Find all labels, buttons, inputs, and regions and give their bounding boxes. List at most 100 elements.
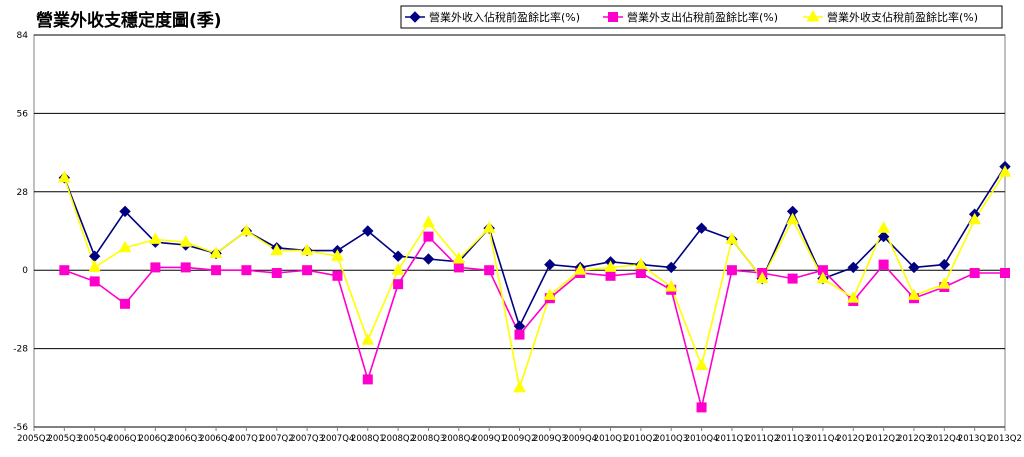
data-point-series-3 [240, 223, 253, 236]
data-point-series-3 [88, 260, 102, 272]
y-tick-label: 84 [17, 31, 29, 41]
data-point-series-3 [786, 212, 799, 225]
data-point-series-2 [362, 374, 373, 385]
data-point-series-3 [573, 263, 587, 275]
data-point-series-1 [665, 261, 677, 274]
data-point-series-1 [422, 253, 435, 265]
x-tick-label: 2010Q3 [654, 434, 688, 444]
data-point-series-3 [664, 279, 678, 292]
legend-marker [806, 9, 820, 22]
data-point-series-2 [302, 265, 313, 276]
data-point-series-3 [422, 215, 435, 228]
y-tick-label: 56 [17, 109, 29, 119]
x-tick-label: 2013Q2 [988, 434, 1022, 444]
data-point-series-3 [361, 333, 375, 345]
data-point-series-3 [907, 288, 921, 300]
x-tick-label: 2006Q2 [139, 434, 173, 444]
data-point-series-2 [787, 273, 798, 284]
data-point-series-2 [484, 265, 495, 276]
series-line-3 [63, 171, 1006, 389]
data-point-series-2 [453, 262, 464, 273]
x-tick-label: 2007Q4 [321, 434, 355, 444]
data-point-series-1 [119, 205, 131, 218]
data-point-series-3 [270, 243, 284, 256]
data-point-series-3 [482, 221, 496, 233]
data-point-series-3 [513, 380, 526, 393]
data-point-series-3 [998, 165, 1012, 177]
x-tick-label: 2008Q3 [412, 434, 446, 444]
chart-title: 營業外收支穩定度圖(季) [36, 11, 222, 31]
x-tick-label: 2012Q4 [927, 434, 961, 444]
legend-label: 營業外收支佔稅前盈餘比率(%) [827, 10, 978, 24]
data-point-series-3 [725, 232, 739, 244]
data-point-series-1 [392, 250, 404, 262]
x-tick-label: 2008Q4 [442, 434, 476, 444]
x-tick-label: 2010Q2 [624, 434, 658, 444]
x-tick-label: 2009Q1 [472, 434, 506, 444]
x-tick-label: 2012Q1 [836, 434, 870, 444]
data-point-series-3 [118, 240, 132, 253]
data-point-series-3 [968, 212, 982, 225]
data-point-series-3 [300, 243, 314, 256]
data-point-series-1 [362, 225, 374, 237]
data-point-series-3 [543, 288, 557, 300]
data-point-series-2 [120, 298, 131, 309]
data-point-series-3 [937, 277, 951, 289]
x-tick-label: 2011Q1 [715, 434, 749, 444]
y-tick-label: -56 [13, 423, 28, 433]
data-point-series-1 [695, 222, 708, 234]
x-tick-label: 2011Q4 [806, 434, 840, 444]
legend-marker [409, 11, 421, 23]
data-point-series-2 [696, 402, 707, 413]
plot-area [33, 34, 1006, 428]
x-tick-label: 2011Q2 [745, 434, 779, 444]
x-tick-label: 2009Q2 [503, 434, 537, 444]
x-tick-label: 2005Q3 [47, 434, 81, 444]
data-point-series-3 [391, 263, 405, 275]
data-point-series-3 [846, 291, 860, 303]
legend-label: 營業外收入佔稅前盈餘比率(%) [429, 10, 580, 24]
x-tick-label: 2005Q4 [78, 434, 112, 444]
x-tick-label: 2009Q3 [533, 434, 567, 444]
legend-label: 營業外支出佔稅前盈餘比率(%) [627, 10, 778, 24]
x-tick-label: 2010Q4 [685, 434, 719, 444]
data-point-series-1 [938, 258, 951, 271]
data-point-series-1 [847, 261, 859, 274]
data-point-series-3 [179, 235, 193, 247]
y-tick-label: 0 [22, 266, 28, 276]
data-point-series-3 [634, 257, 648, 270]
data-point-series-2 [241, 265, 252, 276]
data-point-series-2 [514, 329, 525, 340]
data-point-series-2 [59, 265, 70, 276]
data-point-series-2 [726, 265, 737, 276]
legend-marker [608, 12, 618, 22]
x-tick-label: 2006Q4 [199, 434, 233, 444]
y-tick-label: -28 [13, 345, 28, 355]
data-point-series-3 [755, 271, 769, 284]
data-point-series-2 [423, 231, 434, 242]
data-point-series-3 [331, 249, 344, 261]
x-tick-label: 2012Q3 [897, 434, 931, 444]
data-point-series-2 [150, 262, 161, 273]
x-tick-label: 2008Q1 [351, 434, 385, 444]
data-point-series-2 [271, 268, 282, 278]
data-point-series-2 [393, 279, 404, 290]
x-tick-label: 2005Q2 [17, 434, 51, 444]
x-tick-label: 2010Q1 [594, 434, 628, 444]
data-point-series-1 [877, 230, 890, 243]
x-tick-label: 2011Q3 [776, 434, 810, 444]
data-point-series-3 [604, 260, 617, 272]
data-point-series-2 [605, 270, 616, 281]
x-tick-label: 2006Q1 [108, 434, 142, 444]
data-point-series-2 [878, 259, 889, 270]
data-point-series-2 [969, 268, 980, 278]
data-point-series-3 [816, 271, 830, 284]
data-point-series-3 [149, 232, 162, 244]
data-point-series-3 [209, 246, 223, 258]
data-point-series-2 [180, 262, 191, 273]
data-point-series-2 [211, 265, 222, 276]
x-tick-label: 2008Q2 [381, 434, 415, 444]
data-point-series-3 [57, 170, 71, 183]
x-tick-label: 2009Q4 [563, 434, 597, 444]
